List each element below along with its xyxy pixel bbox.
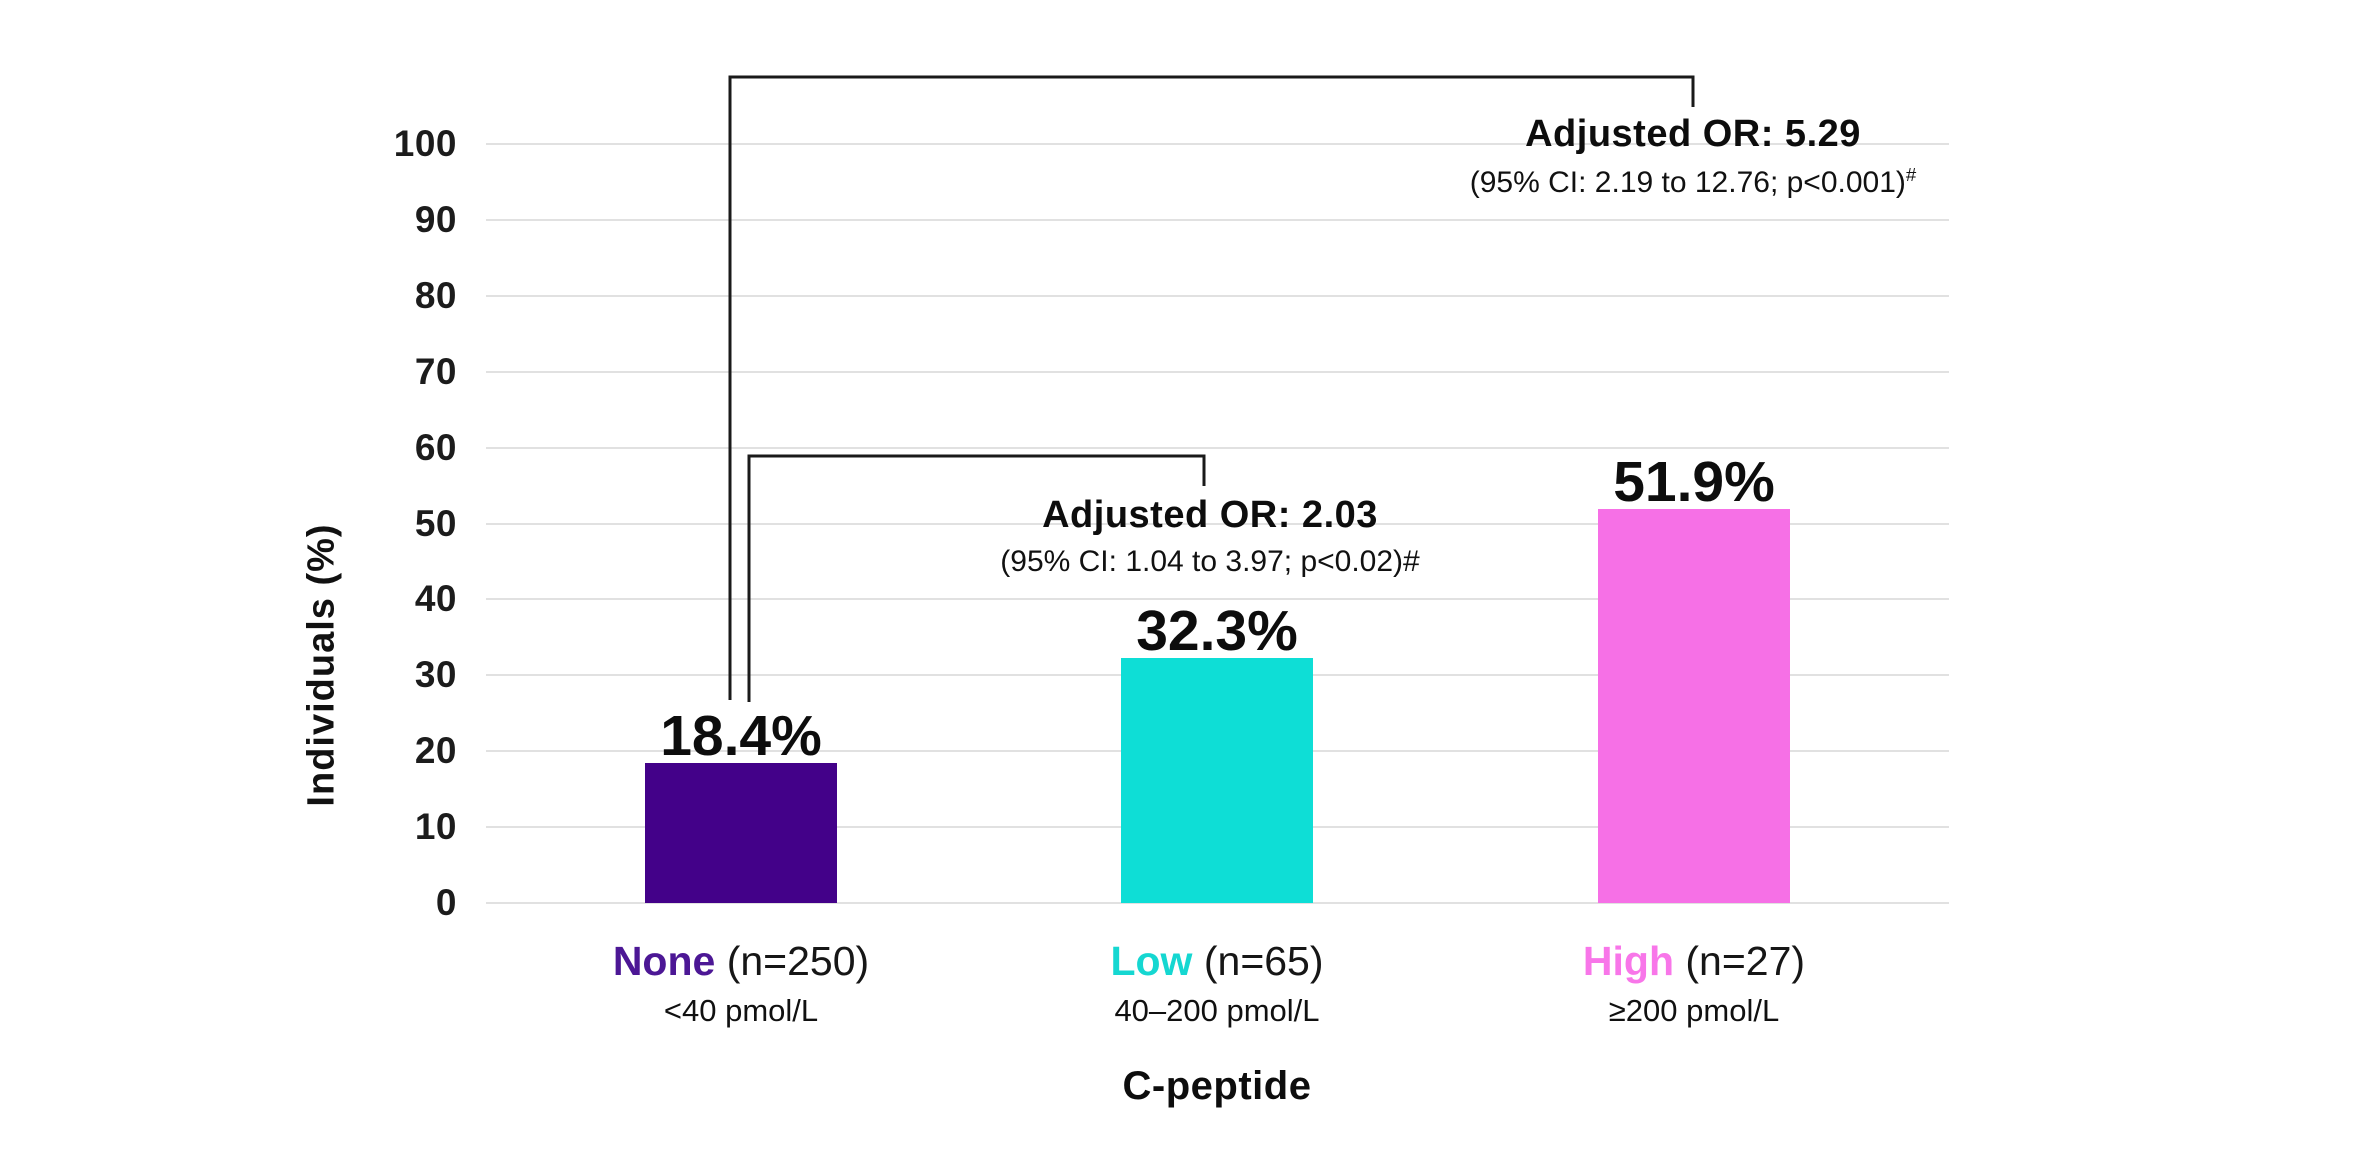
y-gridline (486, 294, 1949, 297)
y-tick-label: 70 (414, 350, 457, 392)
annotation-ci-text: (95% CI: 2.19 to 12.76; p<0.001) (1469, 166, 1906, 199)
category-name: High (1582, 938, 1674, 984)
annotation-or-5-29: Adjusted OR: 5.29 (95% CI: 2.19 to 12.76… (1470, 113, 1916, 200)
y-gridline (486, 218, 1949, 221)
y-tick-label: 10 (414, 806, 457, 848)
bar-low (1121, 657, 1313, 903)
annotation-title: Adjusted OR: 5.29 (1525, 113, 1861, 155)
category-label-high: High (n=27) (1434, 938, 1954, 985)
y-tick-label: 80 (414, 274, 457, 316)
annotation-or-2-03: Adjusted OR: 2.03 (95% CI: 1.04 to 3.97;… (1000, 494, 1419, 579)
bracket-none-vs-high (728, 75, 1695, 700)
bar-value-label: 18.4% (660, 704, 822, 769)
annotation-title: Adjusted OR: 2.03 (1042, 494, 1378, 536)
bar-none (645, 763, 837, 903)
category-range: <40 pmol/L (663, 993, 819, 1028)
annotation-detail: (95% CI: 2.19 to 12.76; p<0.001)# (1470, 164, 1916, 200)
y-tick-label: 30 (414, 654, 457, 696)
x-axis-title: C-peptide (1122, 1064, 1312, 1108)
category-n: (n=65) (1203, 938, 1324, 984)
category-name: None (612, 938, 716, 984)
y-tick-label: 40 (414, 578, 457, 620)
y-tick-label: 90 (414, 198, 457, 240)
annotation-footnote-marker: # (1403, 545, 1420, 578)
category-n: (n=250) (726, 938, 870, 984)
annotation-ci-text: (95% CI: 1.04 to 3.97; p<0.02) (1000, 545, 1404, 578)
y-gridline (486, 370, 1949, 373)
y-tick-label: 20 (414, 730, 457, 772)
y-gridline (486, 446, 1949, 449)
category-n: (n=27) (1685, 938, 1806, 984)
category-range: ≥200 pmol/L (1608, 993, 1780, 1028)
y-gridline (486, 143, 1949, 145)
category-label-low: Low (n=65) (957, 938, 1477, 985)
y-gridline (486, 902, 1949, 904)
y-tick-label: 0 (435, 882, 457, 923)
category-name: Low (1110, 938, 1193, 984)
y-tick-label: 100 (393, 123, 457, 164)
y-tick-label: 60 (414, 426, 457, 468)
annotation-footnote-marker: # (1905, 164, 1917, 185)
annotation-detail: (95% CI: 1.04 to 3.97; p<0.02)# (1000, 545, 1419, 579)
bracket-none-vs-low (747, 454, 1206, 702)
category-label-none: None (n=250) (481, 938, 1001, 985)
y-gridline (486, 522, 1949, 525)
y-gridline (486, 598, 1949, 601)
bar-value-label: 51.9% (1613, 450, 1775, 515)
y-tick-label: 50 (414, 502, 457, 544)
category-range: 40–200 pmol/L (1114, 993, 1320, 1028)
bar-high (1598, 509, 1790, 903)
bar-value-label: 32.3% (1136, 598, 1298, 663)
